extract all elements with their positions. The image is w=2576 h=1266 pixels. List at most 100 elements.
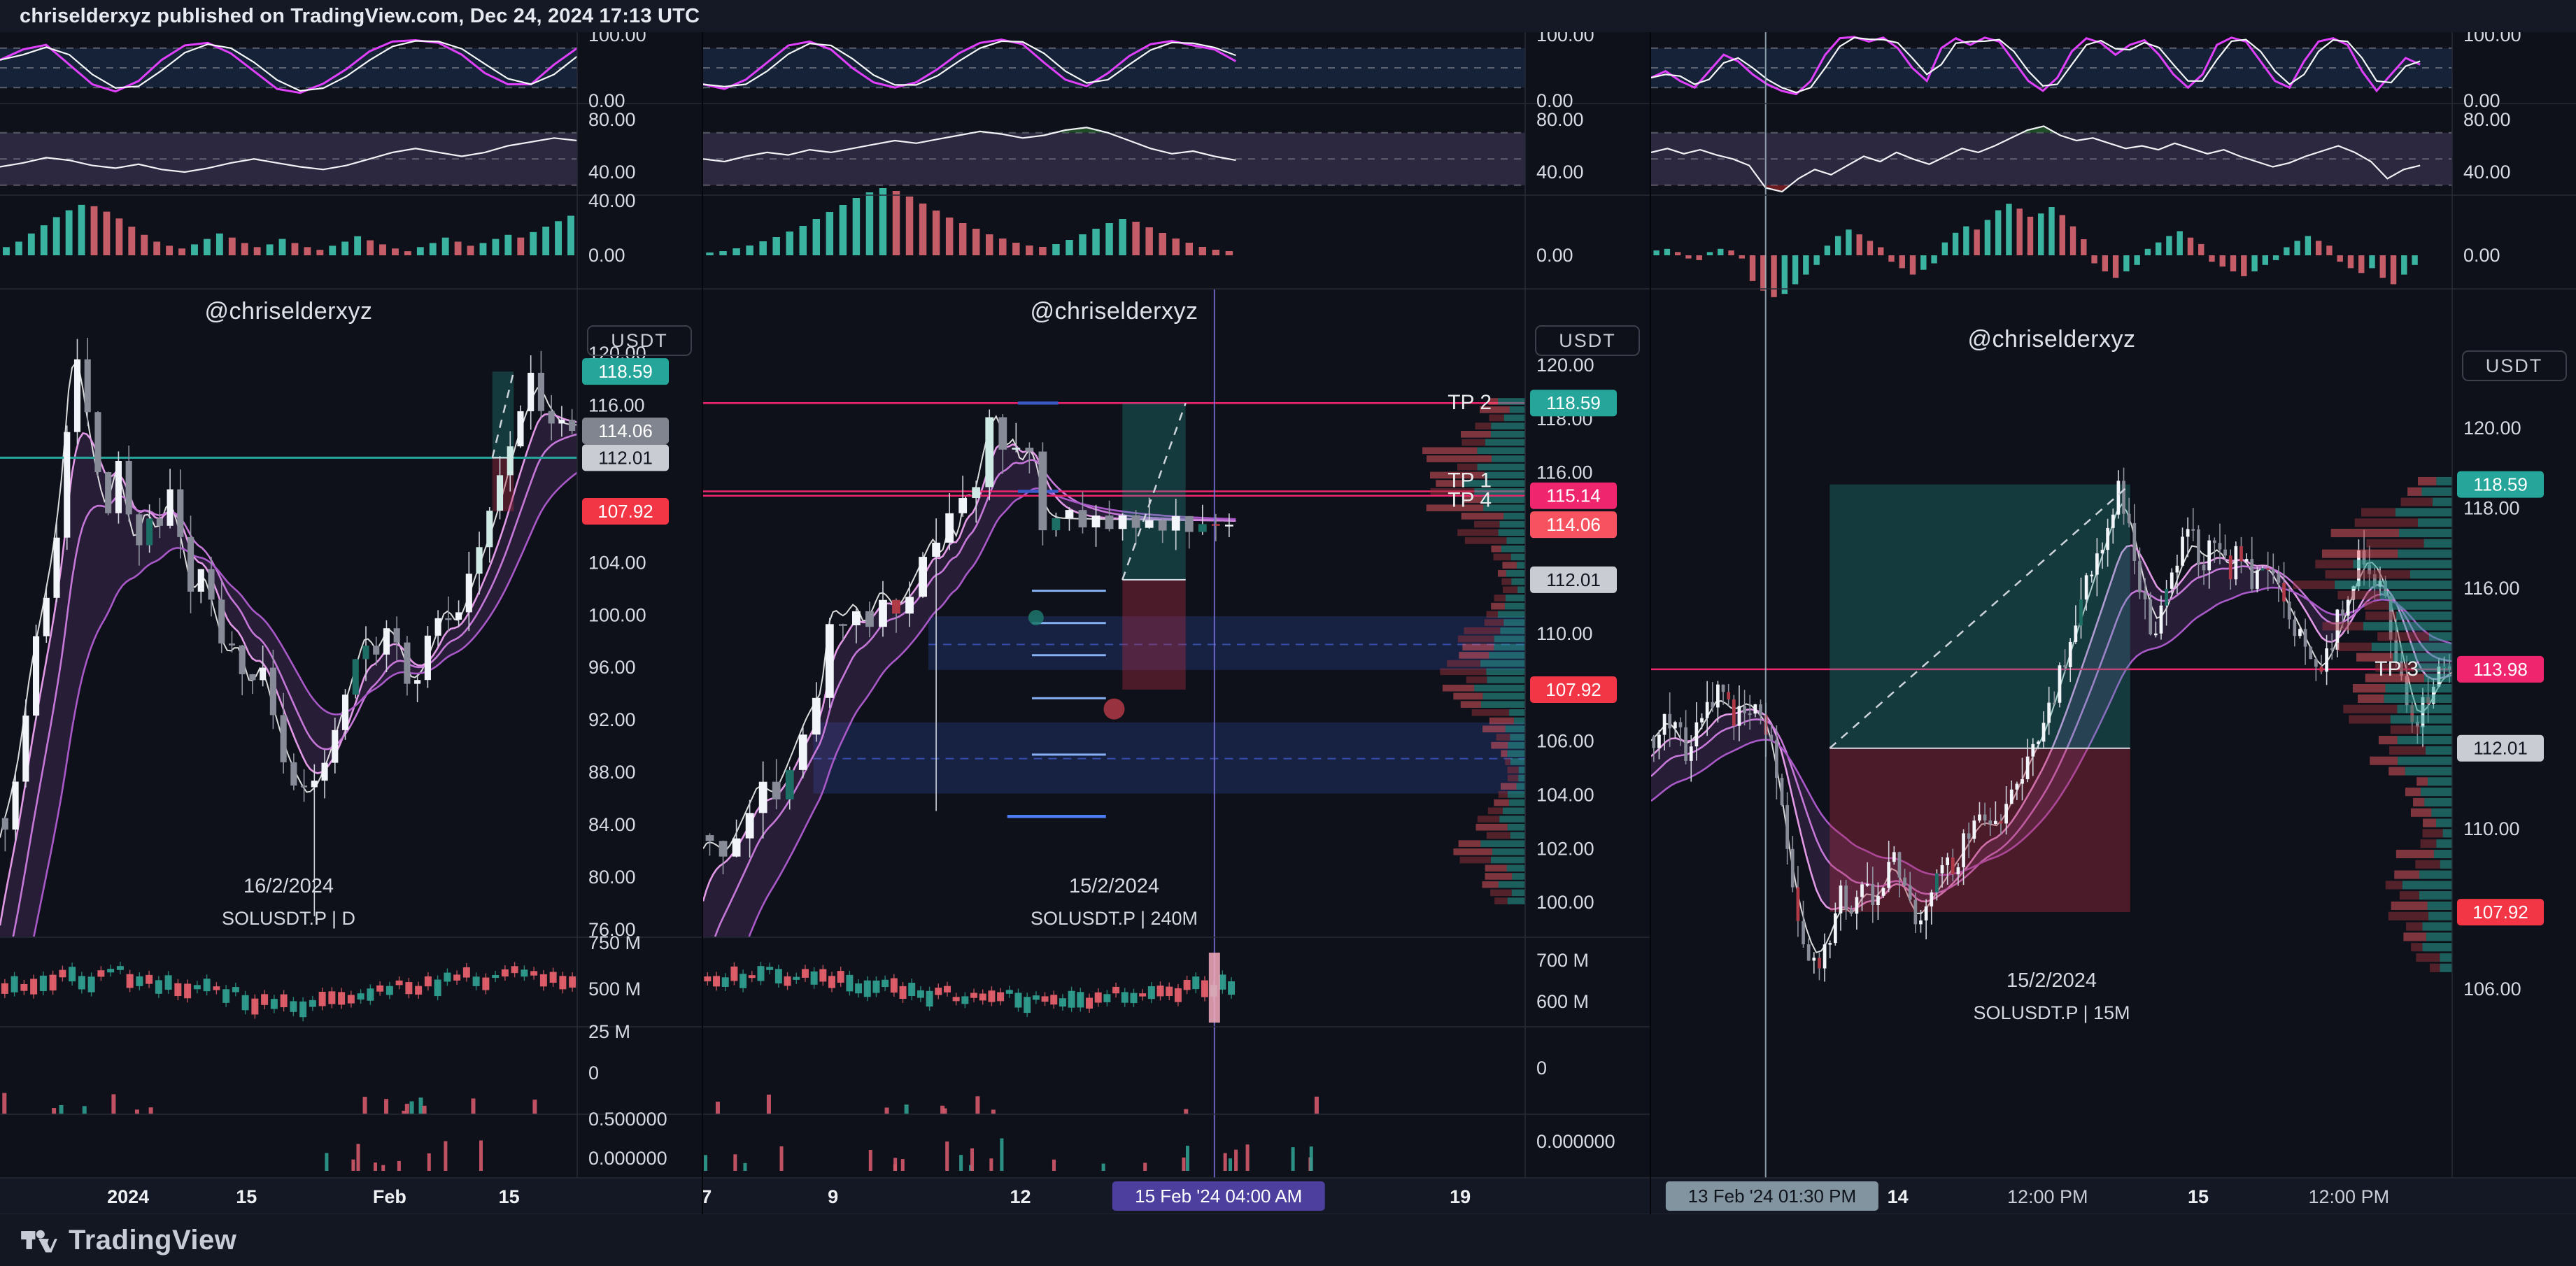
price-badge <box>2457 471 2544 498</box>
price-tick: 118.00 <box>2463 497 2520 518</box>
svg-text:40.00: 40.00 <box>2463 162 2511 183</box>
chart-panel-h4: TP 2TP 1TP 47912151915 Feb '24 04:00 AM1… <box>703 32 1651 1214</box>
price-tick: 116.00 <box>1536 462 1593 483</box>
svg-text:0: 0 <box>588 1062 599 1083</box>
time-tick: 2024 <box>107 1186 149 1207</box>
tradingview-logo-icon[interactable] <box>21 1223 57 1257</box>
price-tick: 80.00 <box>588 867 636 888</box>
price-tick: 88.00 <box>588 762 636 783</box>
svg-text:0.00: 0.00 <box>2463 245 2500 266</box>
svg-text:112.01: 112.01 <box>2473 738 2528 759</box>
price-badge <box>582 418 669 445</box>
currency-button[interactable]: USDT <box>587 325 692 356</box>
price-badge <box>582 444 669 471</box>
price-badge <box>2457 734 2544 762</box>
tp-label: TP 1 <box>1448 469 1492 492</box>
svg-text:15 Feb '24 04:00 AM: 15 Feb '24 04:00 AM <box>1135 1186 1302 1207</box>
time-tick: 12 <box>1010 1186 1031 1207</box>
time-tick: 12:00 PM <box>2309 1186 2390 1207</box>
time-tick: 15 <box>499 1186 520 1207</box>
time-tick: 15 <box>236 1186 257 1207</box>
svg-text:40.00: 40.00 <box>588 162 636 183</box>
price-tick: 102.00 <box>1536 838 1594 859</box>
crosshair-time-badge <box>1112 1181 1325 1211</box>
price-badge <box>2457 655 2544 683</box>
svg-text:113.98: 113.98 <box>2473 659 2528 680</box>
svg-text:700 M: 700 M <box>1536 950 1589 971</box>
svg-text:0.000000: 0.000000 <box>588 1148 667 1169</box>
svg-text:80.00: 80.00 <box>588 109 636 130</box>
price-tick: 92.00 <box>588 709 636 730</box>
time-tick: 15 <box>2188 1186 2209 1207</box>
svg-text:25 M: 25 M <box>588 1021 630 1042</box>
chart-panel-m15: TP 3 14 12:00 PM 15 12:00 PM 13 Feb '24 01:30… <box>1651 32 2576 1214</box>
price-tick: 110.00 <box>1536 623 1593 644</box>
svg-text:118.59: 118.59 <box>598 361 653 382</box>
time-tick: Feb <box>373 1186 406 1207</box>
svg-text:600 M: 600 M <box>1536 991 1589 1012</box>
price-tick: 104.00 <box>588 552 646 573</box>
tradingview-brand-text[interactable]: TradingView <box>69 1224 237 1256</box>
price-tick: 100.00 <box>588 604 646 625</box>
chart-panel-daily: 2024 15 Feb 15 120.00 116.00 104.00 100.00 96.00… <box>0 32 703 1214</box>
svg-text:114.06: 114.06 <box>598 420 653 441</box>
currency-button[interactable]: USDT <box>2461 350 2567 381</box>
price-tick: 100.00 <box>1536 892 1594 913</box>
svg-text:0.00: 0.00 <box>2463 90 2500 111</box>
daily-chart-canvas[interactable]: 2024 15 Feb 15120.00116.00104.00100.0096.00… <box>0 32 702 1214</box>
price-badge <box>1530 676 1617 703</box>
svg-text:0.00: 0.00 <box>588 245 625 266</box>
tp-label: TP 3 <box>2375 657 2419 681</box>
svg-text:750 M: 750 M <box>588 932 641 953</box>
svg-text:0.500000: 0.500000 <box>588 1109 667 1130</box>
price-tick: 110.00 <box>2463 818 2520 839</box>
time-tick: 7 <box>703 1186 712 1207</box>
price-tick: 104.00 <box>1536 784 1594 805</box>
svg-text:40.00: 40.00 <box>588 190 636 211</box>
price-tick: 106.00 <box>2463 979 2521 1000</box>
header-bar: chriselderxyz published on TradingView.c… <box>0 0 2576 32</box>
h4-chart-canvas[interactable]: TP 2TP 1TP 47912151915 Feb '24 04:00 AM1… <box>703 32 1650 1214</box>
svg-text:500 M: 500 M <box>588 979 641 1000</box>
time-tick: 12:00 PM <box>2007 1186 2088 1207</box>
price-badge <box>1530 390 1617 417</box>
svg-text:0.000000: 0.000000 <box>1536 1131 1615 1152</box>
svg-text:100.00: 100.00 <box>588 32 646 45</box>
svg-text:107.92: 107.92 <box>597 501 653 522</box>
time-tick: 14 <box>1888 1186 1909 1207</box>
svg-text:118.59: 118.59 <box>2473 474 2528 495</box>
svg-text:112.01: 112.01 <box>598 447 653 468</box>
currency-button[interactable]: USDT <box>1535 325 1640 356</box>
price-tick: 120.00 <box>2463 418 2521 439</box>
price-tick: 76.00 <box>588 919 636 940</box>
time-tick: 9 <box>828 1186 838 1207</box>
price-tick: 120.00 <box>1536 355 1594 376</box>
svg-text:13 Feb '24 01:30 PM: 13 Feb '24 01:30 PM <box>1688 1186 1857 1207</box>
svg-text:0: 0 <box>1536 1058 1547 1079</box>
svg-text:0.00: 0.00 <box>1536 245 1573 266</box>
svg-text:0.00: 0.00 <box>588 90 625 111</box>
price-badge <box>1530 511 1617 539</box>
svg-text:100.00: 100.00 <box>2463 32 2521 45</box>
price-tick: 116.00 <box>2463 578 2520 599</box>
svg-text:115.14: 115.14 <box>1546 485 1601 506</box>
svg-text:100.00: 100.00 <box>1536 32 1594 45</box>
price-badge <box>582 497 669 525</box>
price-tick: 96.00 <box>588 657 636 678</box>
crosshair-time-badge <box>1665 1181 1878 1211</box>
price-tick: 84.00 <box>588 814 636 835</box>
svg-text:40.00: 40.00 <box>1536 162 1584 183</box>
svg-text:0.00: 0.00 <box>1536 90 1573 111</box>
price-badge <box>1530 482 1617 509</box>
price-tick: 106.00 <box>1536 731 1594 752</box>
footer-bar: TradingView <box>0 1214 2576 1266</box>
m15-chart-canvas[interactable]: TP 3 14 12:00 PM 15 12:00 PM 13 Feb '24 01:30… <box>1651 32 2576 1214</box>
price-badge <box>1530 566 1617 593</box>
svg-text:114.06: 114.06 <box>1546 514 1601 535</box>
svg-text:107.92: 107.92 <box>1545 679 1601 700</box>
price-badge <box>582 358 669 385</box>
svg-text:80.00: 80.00 <box>2463 109 2511 130</box>
svg-text:80.00: 80.00 <box>1536 109 1584 130</box>
price-tick: 116.00 <box>588 395 645 416</box>
price-badge <box>2457 899 2544 926</box>
